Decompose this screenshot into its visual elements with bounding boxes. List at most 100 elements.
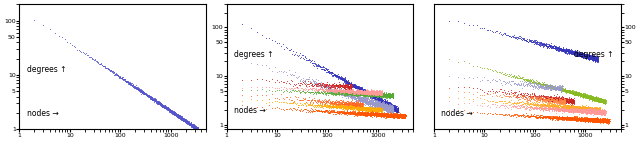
Point xyxy=(387,106,397,109)
Point xyxy=(166,110,176,113)
Point xyxy=(585,111,595,114)
Point xyxy=(362,91,372,94)
Point xyxy=(599,121,609,123)
Point xyxy=(593,118,603,120)
Point xyxy=(602,119,612,121)
Point xyxy=(181,120,191,123)
Point xyxy=(116,77,127,79)
Point xyxy=(161,106,172,109)
Point xyxy=(591,56,601,59)
Point xyxy=(572,109,582,111)
Point xyxy=(287,53,298,55)
Point xyxy=(586,58,596,60)
Point xyxy=(335,84,346,86)
Point xyxy=(372,110,382,112)
Point xyxy=(587,111,597,114)
Point xyxy=(556,117,566,120)
Point xyxy=(170,113,180,116)
Point xyxy=(278,91,288,93)
Point xyxy=(592,97,602,99)
Point xyxy=(587,57,597,59)
Point xyxy=(588,55,598,58)
Point xyxy=(594,111,604,113)
Point xyxy=(550,100,560,102)
Point xyxy=(399,114,409,117)
Point xyxy=(388,95,398,97)
Point xyxy=(590,98,600,100)
Point xyxy=(398,114,408,116)
Point xyxy=(381,113,391,116)
Point xyxy=(597,120,607,123)
Point xyxy=(595,110,605,112)
Point xyxy=(353,88,364,90)
Point xyxy=(600,118,610,121)
Point xyxy=(583,95,593,98)
Point xyxy=(598,119,608,122)
Point xyxy=(601,120,611,123)
Point xyxy=(357,90,367,93)
Point xyxy=(589,119,600,122)
Point xyxy=(587,108,597,111)
Point xyxy=(570,51,580,53)
Point xyxy=(334,106,344,108)
Point xyxy=(188,124,198,126)
Point xyxy=(378,101,388,104)
Point xyxy=(575,116,585,119)
Point xyxy=(487,69,497,71)
Point xyxy=(593,119,604,121)
Point xyxy=(191,126,201,129)
Point xyxy=(582,96,593,98)
Point xyxy=(598,110,608,112)
Point xyxy=(376,103,387,106)
Point xyxy=(360,100,370,102)
Point xyxy=(557,115,567,118)
Point xyxy=(387,105,397,107)
Point xyxy=(180,119,190,121)
Point xyxy=(260,86,271,88)
Point xyxy=(364,99,374,102)
Point xyxy=(375,96,385,99)
Point xyxy=(581,94,591,97)
Point xyxy=(561,116,572,118)
Point xyxy=(559,49,569,51)
Point xyxy=(560,117,570,120)
Point xyxy=(580,110,590,112)
Point xyxy=(580,54,590,56)
Point xyxy=(583,109,593,112)
Point xyxy=(331,101,341,103)
Point xyxy=(564,91,575,93)
Point xyxy=(186,124,196,126)
Point xyxy=(550,116,561,118)
Point xyxy=(333,89,344,92)
Point xyxy=(350,110,360,112)
Point xyxy=(396,113,406,116)
Point xyxy=(322,89,332,92)
Point xyxy=(558,102,568,104)
Point xyxy=(184,121,195,124)
Point xyxy=(596,111,607,113)
Point xyxy=(371,92,381,94)
Point xyxy=(162,106,172,109)
Point xyxy=(577,110,588,112)
Point xyxy=(381,105,392,108)
Point xyxy=(569,118,579,120)
Point xyxy=(589,119,599,122)
Point xyxy=(576,106,586,109)
Point xyxy=(556,115,566,118)
Point xyxy=(595,100,605,102)
Point xyxy=(301,91,312,93)
Point xyxy=(371,92,381,95)
Point xyxy=(568,108,579,111)
Point xyxy=(365,99,376,102)
Point xyxy=(388,94,398,96)
Point xyxy=(383,102,393,104)
Point xyxy=(369,108,379,110)
Point xyxy=(164,108,174,111)
Point xyxy=(593,120,603,122)
Point xyxy=(355,111,365,113)
Point xyxy=(580,95,590,97)
Point xyxy=(348,105,358,107)
Point xyxy=(582,108,593,110)
Point xyxy=(553,86,563,88)
Point xyxy=(584,96,595,99)
